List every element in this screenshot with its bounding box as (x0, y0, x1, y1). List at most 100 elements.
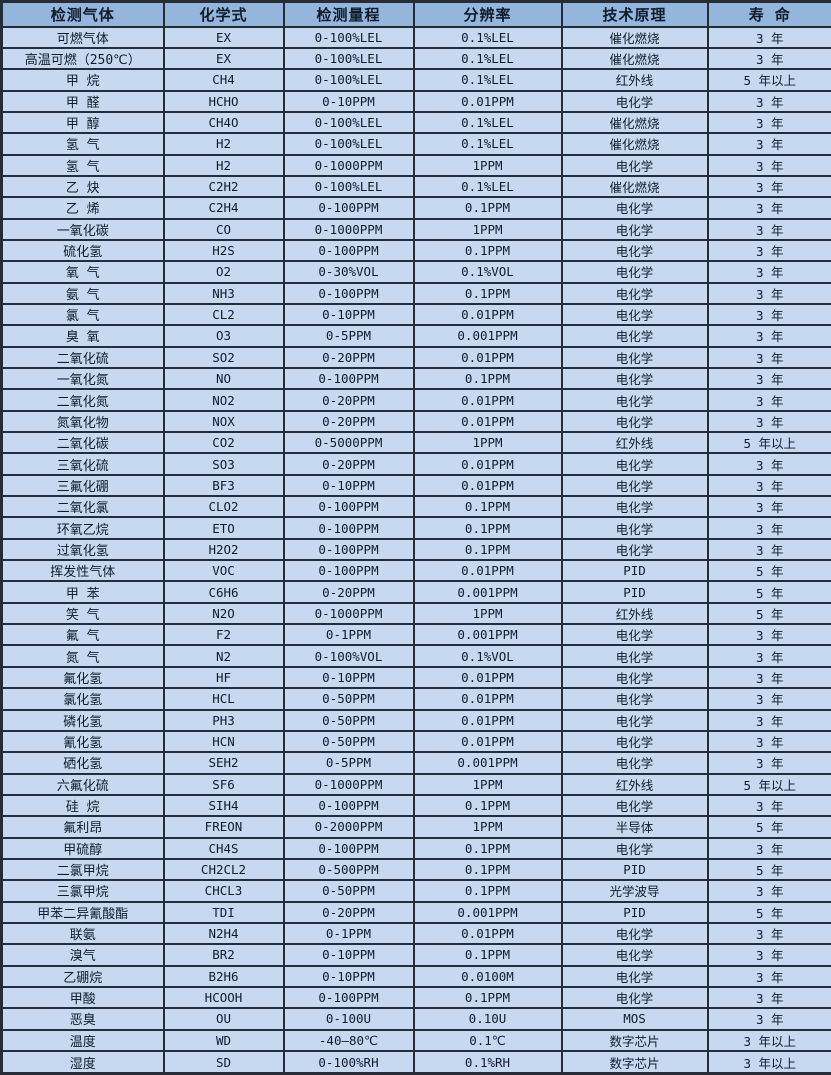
table-cell: 0-20PPM (282, 580, 415, 604)
table-cell: 电化学 (560, 324, 709, 348)
table-cell: 半导体 (560, 815, 709, 839)
table-cell: 3 年 (706, 537, 831, 562)
table-cell: 红外线 (560, 431, 709, 455)
table-cell: 数字芯片 (560, 1028, 709, 1053)
table-cell: 0.1PPM (412, 238, 563, 263)
table-cell: 0-100PPM (282, 985, 415, 1010)
table-cell: 二氧化氯 (0, 495, 165, 519)
table-cell: PID (560, 900, 709, 924)
table-cell: 硒化氢 (0, 751, 165, 775)
table-cell: 电化学 (560, 495, 709, 519)
table-cell: 0.01PPM (412, 665, 563, 690)
table-cell: 3 年 (706, 196, 831, 220)
table-cell: SO3 (162, 452, 285, 476)
table-cell: 0.1%LEL (412, 174, 563, 199)
table-cell: 过氧化氢 (0, 537, 165, 562)
table-cell: 3 年 (706, 89, 831, 113)
table-cell: 电化学 (560, 238, 709, 263)
table-cell: 甲 烷 (0, 68, 165, 92)
table-cell: 电化学 (560, 687, 709, 711)
table-cell: 0-2000PPM (282, 815, 415, 839)
table-cell: 5 年 (706, 601, 831, 626)
table-cell: CH4S (162, 836, 285, 860)
table-cell: 3 年 (706, 153, 831, 177)
table-cell: SF6 (162, 772, 285, 796)
column-header-formula: 化学式 (162, 0, 285, 28)
table-cell: 0-1PPM (282, 921, 415, 946)
table-cell: 0.01PPM (412, 559, 563, 583)
table-cell: 0.01PPM (412, 89, 563, 113)
table-cell: 催化燃烧 (560, 110, 709, 135)
table-cell: 0-5PPM (282, 324, 415, 348)
table-cell: 5 年 (706, 815, 831, 839)
table-cell: 乙 烯 (0, 196, 165, 220)
table-cell: 电化学 (560, 943, 709, 967)
table-cell: 5 年以上 (706, 431, 831, 455)
table-cell: N2 (162, 644, 285, 668)
table-cell: 0.1PPM (412, 281, 563, 305)
table-cell: 0-100PPM (282, 516, 415, 540)
table-cell: 0.1%LEL (412, 46, 563, 71)
table-row: 六氟化硫 SF6 0-1000PPM 1PPM 红外线 5 年以上 (0, 772, 831, 796)
table-cell: 0-50PPM (282, 879, 415, 903)
table-cell: OU (162, 1007, 285, 1031)
table-cell: 氟化氢 (0, 665, 165, 690)
table-row: 温度 WD -40—80℃ 0.1℃ 数字芯片 3 年以上 (0, 1028, 831, 1053)
table-cell: 5 年 (706, 857, 831, 882)
table-cell: 3 年 (706, 260, 831, 284)
table-row: 磷化氢 PH3 0-50PPM 0.01PPM 电化学 3 年 (0, 708, 831, 732)
table-row: 恶臭 OU 0-100U 0.10U MOS 3 年 (0, 1007, 831, 1031)
table-cell: 电化学 (560, 217, 709, 241)
table-row: 甲 醛 HCHO 0-10PPM 0.01PPM 电化学 3 年 (0, 89, 831, 113)
table-cell: 0-100PPM (282, 238, 415, 263)
table-cell: 3 年 (706, 879, 831, 903)
table-cell: 3 年 (706, 452, 831, 476)
table-cell: 3 年 (706, 217, 831, 241)
table-cell: 0.01PPM (412, 302, 563, 327)
table-cell: 红外线 (560, 68, 709, 92)
table-cell: 电化学 (560, 345, 709, 370)
table-row: 联氨 N2H4 0-1PPM 0.01PPM 电化学 3 年 (0, 921, 831, 946)
table-cell: 0-100PPM (282, 366, 415, 391)
table-cell: 0.01PPM (412, 473, 563, 498)
table-cell: 电化学 (560, 388, 709, 412)
table-cell: 3 年 (706, 1007, 831, 1031)
table-cell: CO (162, 217, 285, 241)
table-cell: NOX (162, 409, 285, 434)
table-cell: 甲酸 (0, 985, 165, 1010)
table-cell: 0-100PPM (282, 537, 415, 562)
table-cell: 0.001PPM (412, 751, 563, 775)
table-cell: 电化学 (560, 302, 709, 327)
table-row: 氰化氢 HCN 0-50PPM 0.01PPM 电化学 3 年 (0, 729, 831, 754)
table-cell: 高温可燃（250℃） (0, 46, 165, 71)
table-cell: 5 年 (706, 580, 831, 604)
table-cell: 0.001PPM (412, 580, 563, 604)
table-cell: 0-10PPM (282, 964, 415, 988)
table-cell: 二氯甲烷 (0, 857, 165, 882)
table-cell: 3 年 (706, 708, 831, 732)
table-cell: B2H6 (162, 964, 285, 988)
table-cell: 0-100PPM (282, 196, 415, 220)
table-cell: 氯 气 (0, 302, 165, 327)
table-cell: 5 年 (706, 559, 831, 583)
table-cell: 电化学 (560, 452, 709, 476)
table-cell: 0-1000PPM (282, 217, 415, 241)
table-row: 甲 烷 CH4 0-100%LEL 0.1%LEL 红外线 5 年以上 (0, 68, 831, 92)
table-cell: 电化学 (560, 196, 709, 220)
table-cell: 0-100%LEL (282, 46, 415, 71)
table-cell: WD (162, 1028, 285, 1053)
table-cell: 催化燃烧 (560, 132, 709, 156)
table-cell: 温度 (0, 1028, 165, 1053)
table-cell: 电化学 (560, 793, 709, 818)
table-cell: 0-100PPM (282, 559, 415, 583)
table-cell: 3 年 (706, 751, 831, 775)
table-cell: O3 (162, 324, 285, 348)
table-cell: 磷化氢 (0, 708, 165, 732)
table-cell: 3 年以上 (706, 1050, 831, 1075)
table-cell: 0.10U (412, 1007, 563, 1031)
table-cell: 3 年 (706, 516, 831, 540)
table-cell: O2 (162, 260, 285, 284)
table-cell: 3 年 (706, 174, 831, 199)
table-cell: 3 年 (706, 324, 831, 348)
